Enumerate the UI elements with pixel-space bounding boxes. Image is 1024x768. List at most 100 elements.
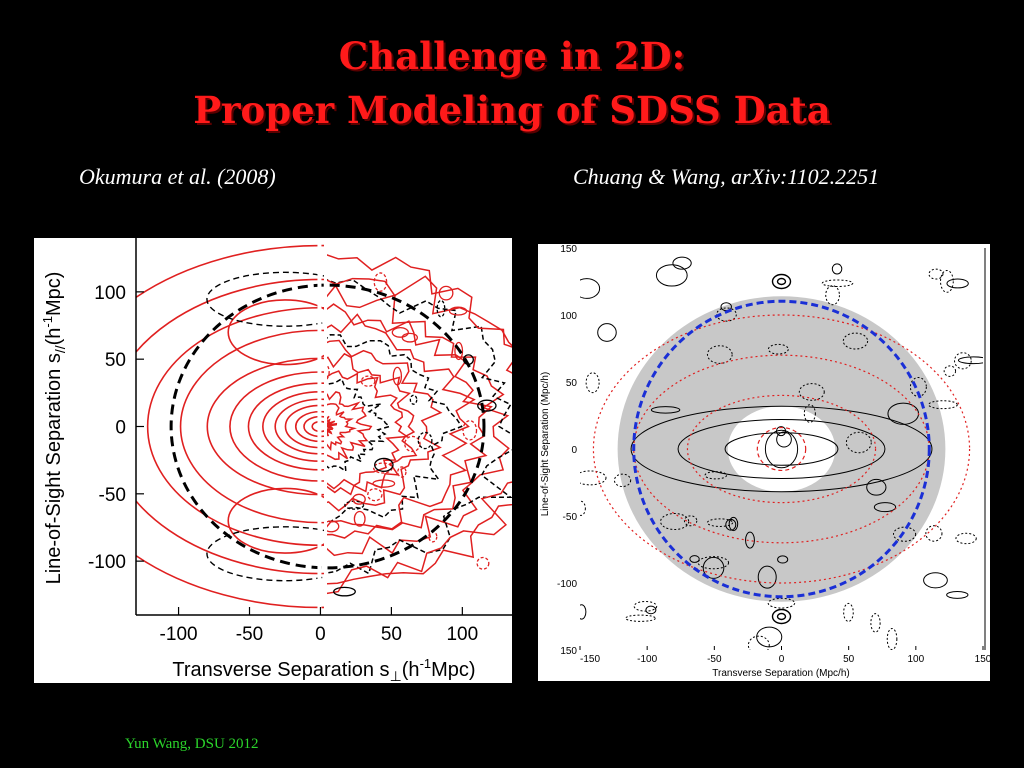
slide-title-line1: Challenge in 2D:: [338, 34, 686, 78]
inner-white-region: [727, 406, 836, 492]
data-contour: [776, 277, 787, 286]
y-tick-label: 100: [560, 311, 577, 322]
citation-right: Chuang & Wang, arXiv:1102.2251: [573, 164, 880, 189]
data-contour-blob: [391, 326, 409, 338]
data-contour-blob: [716, 307, 737, 322]
data-contour-blob: [892, 526, 917, 542]
y-tick-label: -100: [557, 579, 577, 590]
data-contour-blob: [333, 586, 356, 597]
data-contour-blob: [645, 605, 657, 615]
data-contour: [327, 391, 373, 461]
data-contour-blob: [745, 531, 755, 549]
data-contour-blob: [327, 520, 340, 533]
data-contour-blob: [825, 285, 840, 306]
bao-ring: [169, 283, 486, 570]
data-contour-blob: [436, 299, 446, 318]
data-contour-blob: [873, 502, 897, 513]
data-contour: [327, 284, 510, 557]
data-contour: [630, 405, 933, 493]
data-contour-blob: [580, 604, 587, 620]
data-contour-blob: [776, 431, 792, 448]
y-tick-label: -100: [88, 552, 126, 573]
model-contour-negative: [206, 526, 324, 582]
data-contour-blob: [360, 375, 376, 387]
data-contour-blob: [367, 488, 383, 502]
okumura-contour-figure: -100 -50 0 50 100 100 50 0 -50 -100 Transverse S…: [34, 238, 512, 684]
data-contour: [327, 275, 512, 595]
y-ticks: 150 100 50 0 -50 -100 150: [557, 244, 577, 657]
data-contour-blob: [417, 431, 433, 450]
data-contour: [327, 370, 410, 490]
x-tick-label: 150: [975, 654, 990, 665]
data-contour-blob: [767, 343, 789, 355]
data-contour-blob: [585, 372, 600, 394]
data-contour-blob: [946, 590, 969, 599]
data-contour-blob: [946, 278, 969, 289]
data-contour-blob: [448, 306, 468, 316]
data-contour: [776, 612, 787, 621]
y-tick-label: 150: [560, 646, 577, 657]
model-contour: [592, 314, 971, 584]
data-contour-blob: [392, 366, 403, 386]
contour-content: [580, 256, 983, 650]
data-contour: [327, 403, 357, 452]
data-contour-blob: [777, 555, 789, 564]
y-ticks: 100 50 0 -50 -100: [88, 283, 144, 573]
data-contour: [771, 273, 792, 290]
data-contour-blob: [923, 572, 948, 589]
x-tick-label: 0: [315, 624, 326, 645]
y-tick-label: 50: [105, 350, 126, 371]
data-contour: [677, 419, 886, 479]
y-tick-label: 0: [571, 445, 577, 456]
x-ticks: -100 -50 0 50 100: [160, 607, 478, 645]
data-contour-blob: [845, 431, 872, 454]
x-tick-label: -100: [160, 624, 198, 645]
data-contour-blob: [625, 614, 656, 622]
data-contour-blob: [580, 278, 601, 299]
y-axis-label: Line-of-Sight Separation (Mpc/h): [540, 372, 551, 517]
data-contours: [327, 254, 512, 597]
data-contour-blob: [374, 457, 394, 472]
data-contour: [327, 278, 512, 575]
data-contour: [327, 339, 443, 512]
data-contour-blob: [803, 404, 816, 423]
x-ticks: -150 -100 -50 0 50 100 150: [579, 646, 992, 665]
chuang-wang-contour-figure: -150 -100 -50 0 50 100 150 150 100 50 0 -50 -100 150…: [538, 244, 992, 681]
x-axis-label: Transverse Separation (Mpc/h): [712, 668, 849, 679]
y-tick-label: 100: [94, 283, 126, 304]
data-contour: [327, 313, 476, 531]
data-contour-blob: [352, 493, 366, 505]
data-contour-blob: [756, 626, 783, 648]
chuang-wang-contour-plot: -150 -100 -50 0 50 100 150 150100500-50-100150…: [540, 244, 992, 679]
data-contour: [327, 352, 418, 496]
y-axis-label: Line-of-Sight Separation s//(h-1Mpc): [40, 272, 68, 585]
data-contour-blob: [706, 518, 734, 527]
data-contour-blob: [870, 613, 881, 633]
data-contour-blob: [462, 420, 478, 441]
x-tick-label: -50: [707, 654, 722, 665]
data-contour-blob: [928, 400, 958, 410]
data-contour-blob: [373, 272, 388, 292]
data-contour-blob: [798, 383, 825, 401]
y-tick-label: 150: [560, 244, 577, 255]
data-contour-blob: [597, 323, 617, 342]
data-contour-blob: [454, 341, 464, 361]
data-contour: [771, 608, 792, 625]
data-contour-blob: [728, 516, 739, 532]
data-contour-blob: [757, 565, 777, 589]
x-tick-label: 100: [907, 654, 924, 665]
data-contour-blob: [344, 500, 365, 510]
data-contour-blob: [831, 263, 843, 275]
data-contour: [327, 303, 493, 539]
y-tick-label: -50: [99, 485, 126, 506]
bao-ring-dashed: [169, 238, 486, 615]
data-contour-blob: [650, 406, 681, 414]
model-contour: [227, 487, 324, 554]
data-contour: [327, 415, 338, 437]
model-contour: [686, 394, 877, 504]
data-contour-blob: [943, 365, 957, 377]
data-contour-blob: [886, 627, 898, 650]
footer-credit: Yun Wang, DSU 2012: [125, 736, 259, 752]
x-axis-label: Transverse Separation s⊥(h-1Mpc): [172, 656, 475, 683]
data-contour: [764, 429, 799, 469]
